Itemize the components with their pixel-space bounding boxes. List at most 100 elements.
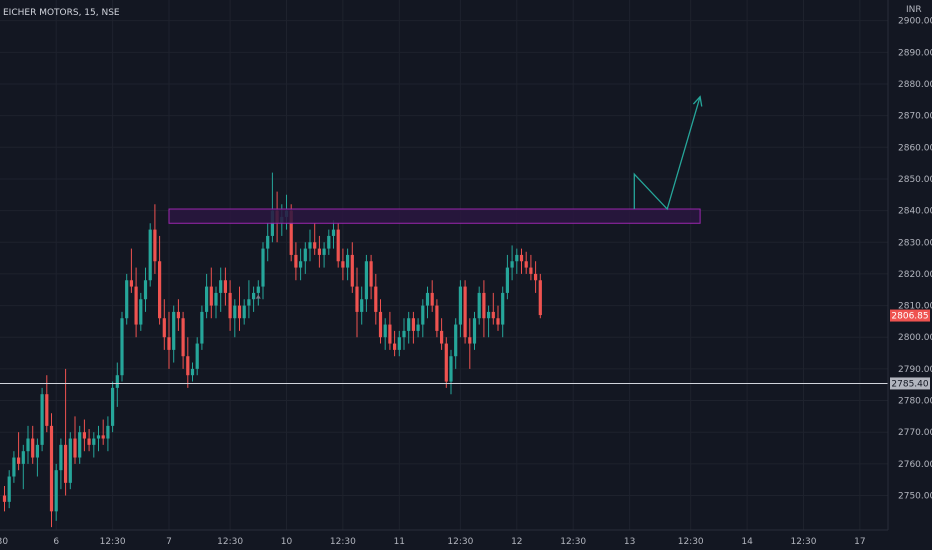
candle-up (327, 235, 331, 249)
candle-down (482, 292, 486, 319)
candle-up (487, 311, 491, 319)
candle-up (407, 318, 411, 331)
candle-up (331, 229, 336, 236)
candle-up (26, 438, 30, 452)
time-tick-label: 12:30 (217, 537, 243, 547)
price-tick-label: 2830.00 (898, 238, 932, 248)
time-tick-label: 12:30 (678, 537, 704, 547)
candle-down (388, 324, 392, 344)
candle-up (449, 356, 453, 382)
candle-down (82, 432, 86, 439)
candle-up (303, 248, 307, 262)
candle-up (233, 305, 237, 319)
candle-up (54, 470, 58, 512)
price-axis[interactable]: 2900.00 2890.00 2880.00 2870.00 2860.00 2850.… (898, 17, 932, 502)
candle-down (463, 286, 467, 338)
time-axis[interactable]: 12:30 6 12:30 7 12:30 10 12:30 11 12:30 12 12:30 13… (0, 537, 866, 547)
candle-down (355, 286, 359, 312)
candle-up (214, 292, 218, 306)
candle-up (139, 299, 143, 325)
candle-down (491, 311, 495, 319)
time-tick-label: 12 (511, 537, 522, 547)
candle-up (92, 438, 96, 445)
candle-up (383, 324, 387, 338)
price-tick-label: 2780.00 (898, 397, 932, 407)
price-tick-label: 2760.00 (898, 460, 932, 470)
time-tick-label: 12:30 (100, 537, 126, 547)
candle-up (256, 286, 260, 293)
candle-up (397, 337, 401, 350)
candle-down (73, 438, 77, 458)
candle-down (374, 286, 378, 312)
support-price-tag-bg (890, 377, 930, 390)
candle-up (96, 435, 101, 439)
time-tick-label: 10 (281, 537, 293, 547)
candles (2, 172, 542, 528)
candle-up (172, 311, 176, 350)
candle-down (134, 286, 138, 325)
candle-up (308, 242, 312, 249)
candle-up (12, 457, 16, 477)
candle-up (402, 330, 406, 338)
candle-up (78, 432, 82, 458)
time-tick-label: 12:30 (447, 537, 473, 547)
candle-down (411, 318, 415, 331)
time-tick-label: 13 (624, 537, 635, 547)
candle-down (167, 337, 171, 350)
candle-up (261, 248, 265, 287)
candle-up (416, 324, 420, 331)
time-tick-label: 12:30 (791, 537, 817, 547)
candle-down (496, 318, 500, 325)
candle-up (219, 280, 223, 293)
candle-down (393, 343, 397, 350)
candle-up (200, 311, 204, 344)
candle-up (21, 451, 25, 464)
candle-down (378, 311, 383, 338)
candle-up (125, 280, 129, 319)
current-price-tag: 2806.85 (891, 312, 928, 322)
candle-down (341, 261, 345, 268)
candle-down (317, 248, 321, 255)
candle-up (472, 318, 477, 344)
candle-up (111, 387, 115, 426)
candle-down (186, 356, 190, 376)
candle-up (190, 368, 195, 376)
candle-up (266, 235, 270, 249)
candle-down (45, 394, 49, 426)
candle-down (162, 318, 166, 338)
price-tick-label: 2850.00 (898, 175, 932, 185)
candle-up (195, 343, 199, 369)
symbol-title[interactable]: EICHER MOTORS, 15, NSE (3, 8, 120, 18)
candle-down (289, 210, 293, 255)
time-tick-label: 12:30 (560, 537, 586, 547)
candle-down (529, 267, 533, 274)
candle-down (468, 337, 472, 344)
price-tick-label: 2880.00 (898, 80, 932, 90)
candle-up (106, 425, 110, 439)
candle-up (205, 286, 209, 312)
price-tick-label: 2770.00 (898, 428, 932, 438)
candle-up (143, 280, 148, 300)
candle-down (129, 280, 133, 287)
candle-up (510, 261, 514, 268)
time-tick-label: 6 (53, 537, 59, 547)
candle-down (64, 444, 68, 483)
candle-up (322, 248, 326, 255)
candle-down (17, 457, 21, 464)
candle-up (346, 254, 350, 268)
candle-down (153, 229, 157, 262)
candle-down (228, 292, 232, 319)
candle-down (31, 438, 35, 458)
candle-down (538, 280, 542, 316)
drawings (0, 95, 888, 384)
price-tick-label: 2750.00 (898, 492, 932, 502)
candle-down (350, 254, 354, 287)
price-tick-label: 2890.00 (898, 48, 932, 58)
candle-up (421, 305, 425, 325)
candle-up (40, 394, 44, 445)
candle-down (223, 280, 227, 293)
signal-marker (255, 294, 261, 299)
time-tick-label: 14 (741, 537, 753, 547)
